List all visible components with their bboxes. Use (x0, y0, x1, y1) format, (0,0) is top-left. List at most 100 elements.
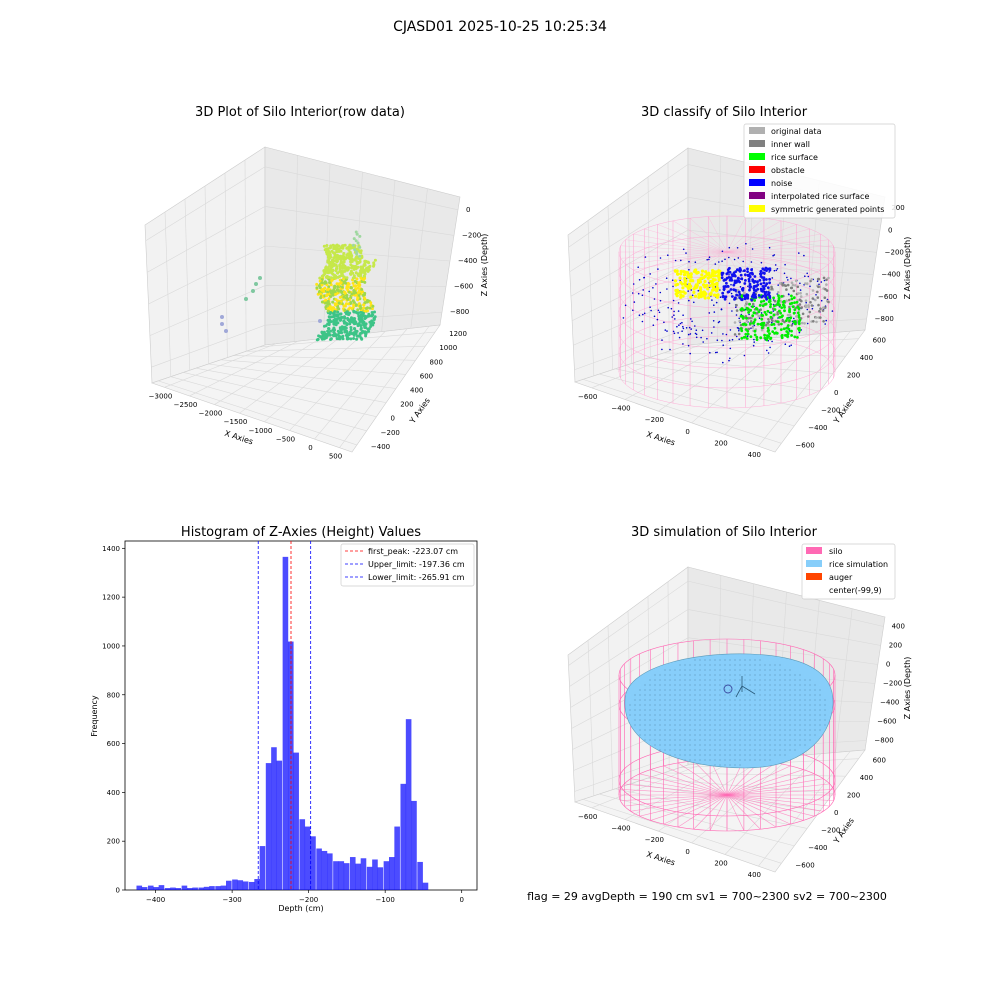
wall-point (805, 292, 809, 296)
y-tick-label: 1400 (102, 545, 120, 553)
raw-point (364, 323, 367, 327)
symmetric-point (679, 290, 683, 294)
noise-point (746, 270, 749, 273)
noise-point (661, 339, 663, 341)
auger (741, 685, 756, 695)
noise-point (811, 307, 814, 310)
wall-point (794, 279, 798, 283)
rice-surface-point (785, 330, 789, 333)
noise-point (765, 269, 768, 272)
noise-point (688, 268, 690, 271)
noise-point (671, 316, 673, 318)
raw-point (358, 254, 362, 258)
symmetric-point (674, 283, 678, 287)
noise-point (682, 325, 684, 328)
rice-surface-point (798, 328, 801, 332)
raw-point (320, 283, 324, 287)
noise-point (746, 267, 749, 271)
noise-point (759, 287, 763, 291)
wall-point (735, 303, 738, 307)
noise-point (725, 333, 728, 336)
raw-point (343, 290, 346, 294)
noise-point (706, 337, 708, 340)
wall-point (757, 314, 760, 318)
legend-entry: inner wall (771, 140, 810, 149)
noise-point (666, 288, 668, 290)
noise-point (756, 283, 760, 287)
x-tick-label: −500 (276, 435, 295, 443)
noise-point (680, 259, 682, 262)
x-tick-label: 0 (459, 896, 463, 904)
x-tick-label: −1500 (224, 418, 248, 426)
noise-point (674, 318, 676, 320)
silo-spoke (630, 794, 728, 812)
z-tick-label: 400 (892, 623, 905, 631)
raw-point (362, 306, 366, 310)
wall-point (810, 304, 814, 307)
noise-point (702, 341, 704, 343)
simulation-x-axis-label: X Axies (645, 850, 676, 868)
noise-point (624, 304, 627, 307)
rice-surface-point (789, 316, 793, 320)
raw-point (330, 291, 334, 295)
symmetric-point (673, 269, 677, 273)
wall-point (816, 277, 820, 281)
noise-point (649, 273, 651, 275)
noise-point (790, 277, 792, 280)
symmetric-point (682, 270, 686, 274)
y-tick-label: 200 (107, 838, 120, 846)
silo-spoke (620, 789, 728, 796)
wall-point (742, 291, 746, 295)
raw-point (359, 251, 363, 255)
raw-point (373, 315, 377, 319)
symmetric-point (704, 292, 708, 296)
noise-point (738, 267, 742, 271)
noise-point (695, 336, 698, 339)
x-tick-label: −600 (578, 393, 597, 401)
silo-spoke (644, 228, 728, 253)
noise-point (727, 276, 731, 279)
noise-point (773, 269, 776, 272)
histogram-bar (153, 887, 159, 890)
wall-point (796, 285, 800, 289)
wall-point (794, 284, 797, 287)
classify-3d-title: 3D classify of Silo Interior (641, 105, 808, 120)
raw-point (355, 334, 359, 338)
wall-point (815, 320, 818, 324)
raw-point (355, 262, 359, 266)
raw-point (346, 311, 350, 315)
rice-surface-point (797, 313, 801, 317)
histogram-bar (215, 886, 221, 890)
y-tick-label: 1200 (102, 594, 120, 602)
y-tick-label: −200 (381, 429, 400, 437)
noise-point (783, 272, 786, 275)
noise-point (763, 291, 767, 295)
symmetric-point (703, 274, 707, 279)
x-tick-label: −2500 (174, 401, 198, 409)
noise-point (788, 345, 791, 348)
simulation-legend: silo rice simulation auger center(-99,9) (801, 543, 896, 600)
raw-point (329, 338, 332, 341)
noise-point (786, 276, 788, 279)
wall-point (737, 332, 741, 336)
silo-spoke (639, 773, 728, 796)
symmetric-point (715, 286, 719, 290)
noise-point (716, 339, 719, 342)
noise-point (767, 291, 771, 295)
rice-surface-point (748, 302, 751, 306)
raw-point (372, 264, 375, 268)
raw-point (352, 303, 356, 307)
silo-spoke (726, 794, 824, 812)
noise-point (673, 314, 675, 317)
raw-point (327, 297, 331, 301)
noise-point (724, 295, 728, 299)
wall-point (735, 309, 739, 312)
raw-point (332, 251, 336, 255)
x-tick-label: −300 (223, 896, 242, 904)
symmetric-point (676, 272, 680, 276)
symmetric-point (706, 276, 710, 280)
noise-point (761, 267, 765, 271)
histogram-bar (377, 867, 384, 890)
symmetric-point (695, 283, 699, 287)
